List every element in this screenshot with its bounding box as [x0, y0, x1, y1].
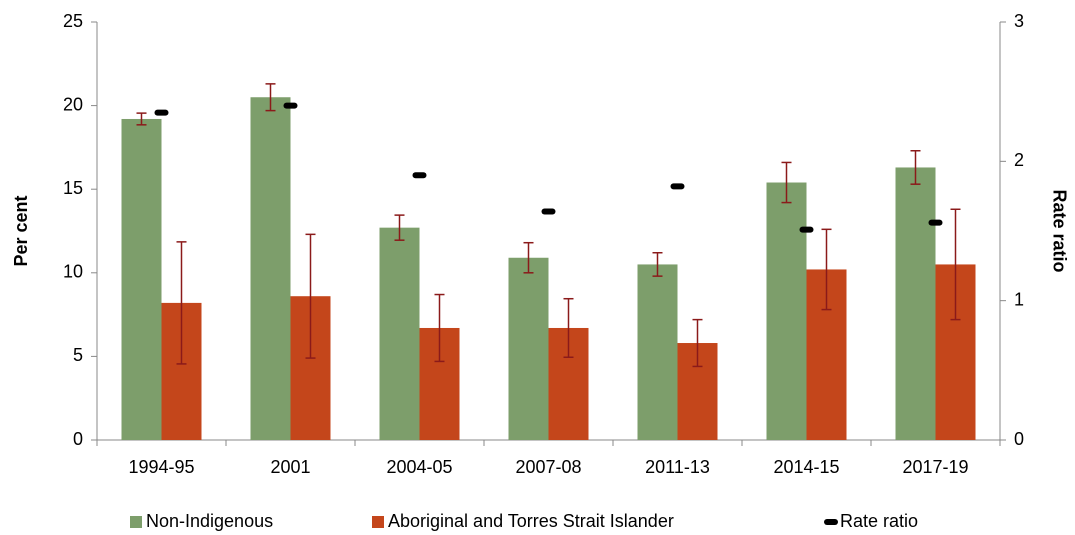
rate-marker [670, 183, 685, 190]
x-tick-label: 2017-19 [902, 457, 968, 477]
x-tick-label: 1994-95 [128, 457, 194, 477]
error-bar [692, 318, 703, 368]
y-tick-label: 20 [63, 94, 83, 114]
legend-swatch [824, 519, 838, 525]
y-tick-label: 5 [73, 345, 83, 365]
error-bar [394, 214, 405, 241]
error-bar [821, 228, 832, 311]
y2-tick-label: 2 [1014, 150, 1024, 170]
y2-tick-label: 3 [1014, 11, 1024, 31]
legend-swatch [372, 516, 384, 528]
legend-label: Non-Indigenous [146, 511, 273, 531]
bar [895, 167, 936, 441]
y-tick-label: 0 [73, 429, 83, 449]
error-bar [305, 233, 316, 359]
bar [766, 182, 807, 440]
rate-marker [154, 109, 169, 116]
error-bar [434, 293, 445, 363]
legend-label: Aboriginal and Torres Strait Islander [388, 511, 674, 531]
x-tick-label: 2011-13 [645, 457, 710, 477]
y2-axis-label: Rate ratio [1049, 189, 1069, 272]
bar [379, 227, 420, 440]
x-tick-label: 2001 [270, 457, 310, 477]
y-tick-label: 25 [63, 11, 83, 31]
y-tick-label: 10 [63, 262, 83, 282]
y-axis-label: Per cent [11, 195, 31, 266]
x-tick-label: 2007-08 [515, 457, 581, 477]
y2-tick-label: 0 [1014, 429, 1024, 449]
bar [508, 257, 549, 440]
rate-marker [541, 208, 556, 215]
y2-tick-label: 1 [1014, 289, 1024, 309]
rate-marker [283, 102, 298, 109]
error-bar [136, 112, 147, 126]
error-bar [910, 149, 921, 185]
rate-marker [799, 226, 814, 233]
rate-marker [412, 172, 427, 179]
x-tick-label: 2004-05 [386, 457, 452, 477]
error-bar [176, 241, 187, 365]
error-bar [652, 251, 663, 277]
bar [250, 97, 291, 441]
error-bar [265, 83, 276, 112]
legend-label: Rate ratio [840, 511, 918, 531]
error-bar [781, 161, 792, 204]
error-bar [950, 208, 961, 321]
rate-marker [928, 219, 943, 226]
error-bar [563, 297, 574, 358]
bar [121, 118, 162, 440]
y-tick-label: 15 [63, 178, 83, 198]
error-bar [523, 241, 534, 274]
legend-swatch [130, 516, 142, 528]
bar [637, 264, 678, 440]
x-tick-label: 2014-15 [773, 457, 839, 477]
